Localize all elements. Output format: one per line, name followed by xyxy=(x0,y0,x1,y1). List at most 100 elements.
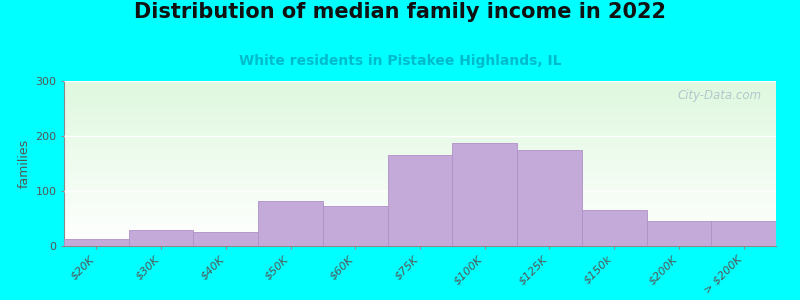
Bar xyxy=(64,158,776,159)
Bar xyxy=(64,142,776,143)
Bar xyxy=(64,215,776,216)
Bar xyxy=(64,202,776,203)
Bar xyxy=(64,214,776,215)
Bar xyxy=(64,177,776,178)
Bar xyxy=(64,92,776,93)
Bar xyxy=(64,208,776,209)
Bar xyxy=(64,146,776,147)
Bar xyxy=(64,94,776,95)
Bar xyxy=(64,238,776,239)
Bar xyxy=(64,119,776,120)
Bar xyxy=(64,172,776,173)
Bar xyxy=(64,178,776,179)
Bar xyxy=(517,150,582,246)
Bar xyxy=(64,179,776,180)
Bar xyxy=(64,240,776,241)
Bar xyxy=(64,223,776,224)
Bar xyxy=(64,195,776,196)
Bar xyxy=(64,220,776,221)
Bar xyxy=(64,228,776,229)
Bar xyxy=(64,245,776,246)
Bar xyxy=(64,213,776,214)
Bar xyxy=(64,168,776,169)
Bar xyxy=(64,116,776,117)
Bar xyxy=(64,131,776,132)
Bar xyxy=(64,121,776,122)
Bar xyxy=(64,130,776,131)
Bar xyxy=(64,83,776,84)
Bar xyxy=(64,171,776,172)
Bar xyxy=(64,210,776,211)
Bar xyxy=(64,233,776,234)
Bar xyxy=(64,244,776,245)
Y-axis label: families: families xyxy=(18,139,31,188)
Bar xyxy=(64,242,776,243)
Bar xyxy=(64,212,776,213)
Bar xyxy=(64,128,776,129)
Bar xyxy=(64,85,776,86)
Bar xyxy=(64,96,776,97)
Bar xyxy=(64,115,776,116)
Bar xyxy=(64,206,776,207)
Bar xyxy=(64,137,776,138)
Bar xyxy=(64,235,776,236)
Bar xyxy=(64,199,776,200)
Bar xyxy=(64,157,776,158)
Bar xyxy=(64,150,776,151)
Bar xyxy=(64,211,776,212)
Bar xyxy=(64,103,776,104)
Bar xyxy=(64,84,776,85)
Bar xyxy=(64,173,776,174)
Bar xyxy=(64,218,776,219)
Bar xyxy=(64,138,776,139)
Bar xyxy=(64,167,776,168)
Bar xyxy=(64,105,776,106)
Bar xyxy=(64,139,776,140)
Bar xyxy=(64,99,776,100)
Bar xyxy=(64,89,776,90)
Bar xyxy=(64,113,776,114)
Bar xyxy=(64,107,776,108)
Bar xyxy=(64,112,776,113)
Bar xyxy=(64,175,776,176)
Bar xyxy=(64,170,776,171)
Bar xyxy=(64,162,776,163)
Text: City-Data.com: City-Data.com xyxy=(678,89,762,102)
Bar xyxy=(64,154,776,155)
Bar xyxy=(64,108,776,109)
Bar xyxy=(582,210,646,246)
Bar xyxy=(64,132,776,133)
Bar xyxy=(64,181,776,182)
Bar xyxy=(64,98,776,99)
Bar xyxy=(64,123,776,124)
Bar xyxy=(64,183,776,184)
Bar xyxy=(64,236,776,237)
Bar xyxy=(64,239,129,246)
Bar xyxy=(64,241,776,242)
Bar xyxy=(64,188,776,189)
Bar xyxy=(64,192,776,193)
Bar xyxy=(64,160,776,161)
Bar xyxy=(64,205,776,206)
Bar xyxy=(64,174,776,175)
Bar xyxy=(64,102,776,103)
Bar xyxy=(64,86,776,87)
Bar xyxy=(64,133,776,134)
Bar xyxy=(64,186,776,187)
Bar xyxy=(64,161,776,162)
Bar xyxy=(64,129,776,130)
Bar xyxy=(64,219,776,220)
Bar xyxy=(64,95,776,96)
Bar xyxy=(64,110,776,111)
Bar xyxy=(64,184,776,185)
Bar xyxy=(64,221,776,222)
Bar xyxy=(64,135,776,136)
Bar xyxy=(64,204,776,205)
Bar xyxy=(64,122,776,123)
Bar xyxy=(64,229,776,230)
Bar xyxy=(64,156,776,157)
Bar xyxy=(64,225,776,226)
Bar xyxy=(64,230,776,231)
Bar xyxy=(711,221,776,246)
Bar xyxy=(64,231,776,232)
